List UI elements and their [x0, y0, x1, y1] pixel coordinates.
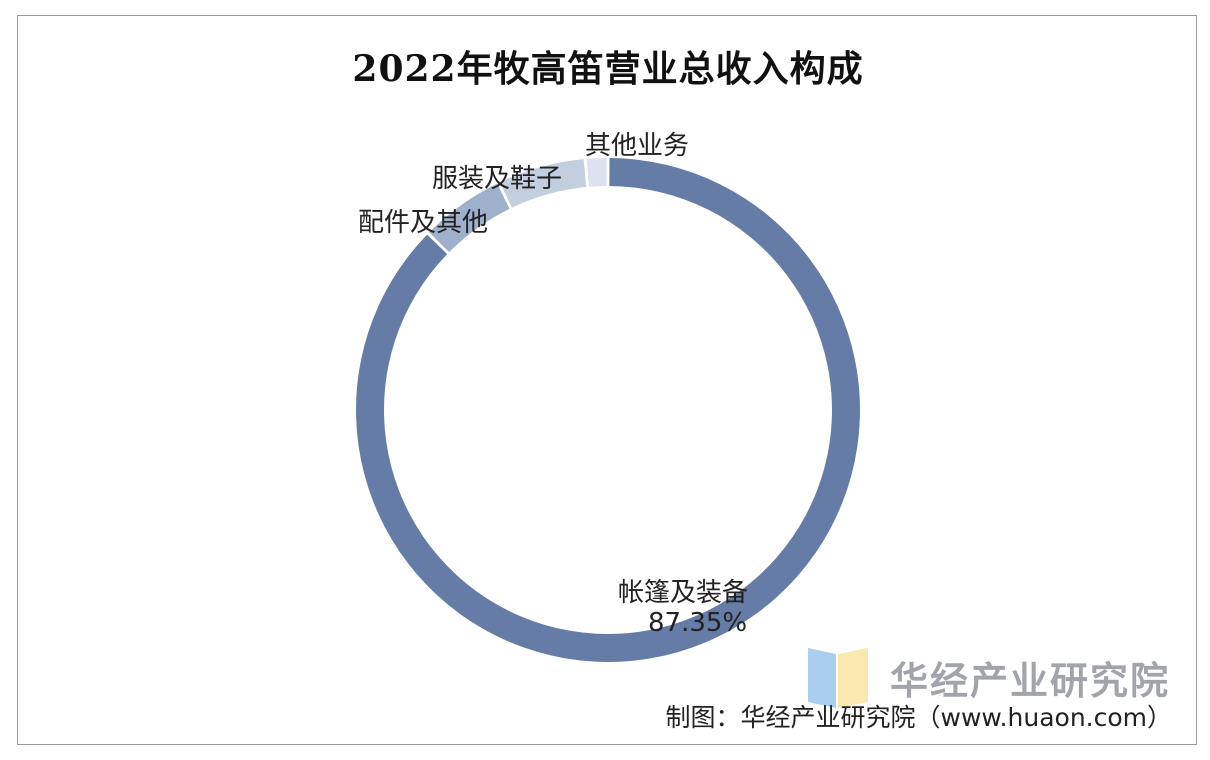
category-label: 服装及鞋子: [432, 164, 563, 194]
slice-other-business: [586, 158, 607, 187]
slice-accessories-other: [429, 183, 510, 253]
chart-title: 2022年牧高笛营业总收入构成: [352, 48, 864, 90]
watermark-text: 华经产业研究院: [890, 659, 1171, 703]
chart-frame: [17, 15, 1197, 745]
value-label: 87.35%: [648, 608, 748, 638]
label-apparel-shoes: 服装及鞋子: [432, 164, 562, 194]
label-other-business: 其他业务: [585, 131, 689, 161]
source-note: 制图：华经产业研究院（www.huaon.com）: [665, 703, 1172, 732]
watermark: 华经产业研究院: [808, 647, 1171, 708]
slice-apparel-shoes: [499, 159, 587, 208]
category-label: 配件及其他: [358, 208, 489, 238]
label-accessories-other: 配件及其他: [358, 208, 488, 238]
category-label: 帐篷及装备: [618, 578, 749, 608]
watermark-logo-icon: [808, 647, 870, 708]
label-tents-equipment: 帐篷及装备 87.35%: [618, 578, 748, 638]
category-label: 其他业务: [585, 131, 690, 161]
